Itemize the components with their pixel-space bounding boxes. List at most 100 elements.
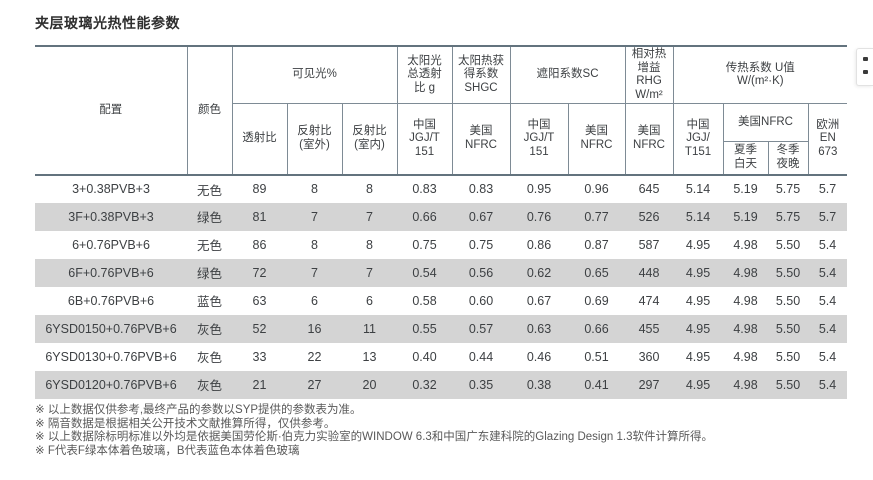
cell-color: 蓝色 [196,295,222,310]
cell-rhg_us: 526 [638,209,660,224]
table-body: 3+0.38PVB+3 无色 89 8 8 0.83 0.83 0.95 0.96 645 5.14… [35,173,848,399]
cell-config: 3+0.38PVB+3 [35,173,187,203]
cell-sc_cn: 0.46 [526,349,552,364]
cell-u_eu: 5.4 [818,265,837,280]
footnote: ※ 以上数据除标明标准以外均是依据美国劳伦斯·伯克力实验室的WINDOW 6.3… [35,431,713,443]
cell-rhg_us: 455 [638,321,660,336]
cell-g_cn: 0.40 [412,349,437,364]
cell-g_cn: 0.58 [412,293,437,308]
cell-u_winter: 5.50 [775,237,801,252]
cell-shgc_us: 0.35 [468,377,494,392]
cell-r_in: 6 [366,293,373,308]
cell-r_in: 8 [342,173,398,203]
performance-table: 配置 颜色 可见光% 太阳光 总透射 比 g 太阳热获 得系数 SHGC 遮阳系… [35,45,848,399]
table-row: 6F+0.76PVB+6 绿色 72 7 7 0.54 0.56 0.62 0.65 448 4.9… [35,258,848,287]
cell-sc_us: 0.41 [584,377,609,392]
cell-color: 灰色 [196,379,222,394]
col-header-winter-night: 冬季 夜晚 [767,141,809,176]
cell-u_winter: 5.75 [775,209,801,224]
col-header-summer-day: 夏季 白天 [722,141,769,176]
cell-shgc_us: 0.67 [468,209,494,224]
cell-u_cn: 4.95 [685,293,711,308]
cell-u_cn: 5.14 [673,173,724,203]
cell-vt: 89 [232,173,287,203]
cell-vt: 63 [252,293,267,308]
cell-sc_us: 0.66 [584,321,609,336]
cell-shgc_us: 0.57 [468,321,494,336]
col-group-solar-g: 太阳光 总透射 比 g [396,45,453,105]
cell-r_in: 8 [366,237,373,252]
cell-r_out: 16 [307,321,322,336]
table-row: 6YSD0120+0.76PVB+6 灰色 21 27 20 0.32 0.35 0.38 0.… [35,370,848,399]
col-header-sc-china-jgj: 中国 JGJ/T 151 [509,103,569,176]
cell-u_summer: 4.98 [733,293,758,308]
cell-u_cn: 4.95 [685,237,711,252]
cell-u_summer: 5.19 [733,209,758,224]
cell-rhg_us: 448 [638,265,660,280]
cell-r_out: 8 [311,237,318,252]
cell-sc_us: 0.77 [584,209,609,224]
cell-rhg_us: 297 [638,377,660,392]
cell-shgc_us: 0.56 [468,265,494,280]
header-season-row: 夏季 白天 冬季 夜晚 [35,141,847,176]
cell-config: 6B+0.76PVB+6 [67,293,155,308]
cell-r_in: 20 [362,377,377,392]
col-group-shgc: 太阳热获 得系数 SHGC [451,45,511,105]
cell-sc_cn: 0.86 [526,237,552,252]
cell-rhg_us: 474 [638,293,660,308]
header-sub-row: 透射比 反射比 (室外) 反射比 (室内) 中国 JGJ/T 151 美国 NF… [35,103,848,176]
cell-sc_us: 0.87 [584,237,609,252]
table-row: 6YSD0130+0.76PVB+6 灰色 33 22 13 0.40 0.44 0.46 0.… [35,342,848,371]
cell-r_out: 7 [311,209,318,224]
table-row: 6B+0.76PVB+6 蓝色 63 6 6 0.58 0.60 0.67 0.69 474 4.9… [35,286,848,315]
cell-color: 灰色 [196,351,222,366]
floating-widget[interactable] [856,48,873,86]
cell-vt: 86 [252,237,267,252]
cell-u_eu: 5.4 [818,237,837,252]
footnotes: ※ 以上数据仅供参考,最终产品的参数以SYP提供的参数表为准。 ※ 隔音数据是根… [35,404,713,458]
cell-g_cn: 0.55 [412,321,437,336]
col-header-transmittance: 透射比 [231,103,288,176]
col-header-u-china-jgj: 中国 JGJ/ T151 [672,103,724,176]
col-header-rhg-us-nfrc: 美国 NFRC [624,103,674,176]
cell-u_winter: 5.50 [775,293,801,308]
cell-sc_cn: 0.67 [526,293,552,308]
cell-u_cn: 4.95 [685,349,711,364]
cell-vt: 52 [252,321,267,336]
col-group-shading-coefficient: 遮阳系数SC [509,45,626,105]
cell-config: 6+0.76PVB+6 [72,237,150,252]
cell-u_summer: 4.98 [733,237,758,252]
cell-u_summer: 4.98 [733,377,758,392]
cell-g_cn: 0.54 [412,265,437,280]
cell-u_winter: 5.50 [775,377,801,392]
table-row: 3+0.38PVB+3 无色 89 8 8 0.83 0.83 0.95 0.96 645 5.14… [35,173,848,203]
col-header-reflectance-interior: 反射比 (室内) [341,103,398,176]
cell-r_in: 11 [363,321,376,336]
col-header-u-us-nfrc: 美国NFRC [722,103,809,143]
cell-u_winter: 5.50 [775,321,801,336]
cell-u_summer: 4.98 [733,321,758,336]
cell-r_out: 7 [311,265,318,280]
cell-sc_cn: 0.76 [526,209,552,224]
col-header-u-europe-en673: 欧洲 EN 673 [807,103,848,176]
cell-vt: 21 [252,377,267,392]
cell-shgc_us: 0.75 [468,237,494,252]
cell-sc_us: 0.69 [584,293,609,308]
cell-r_in: 7 [366,209,373,224]
header-group-row: 配置 颜色 可见光% 太阳光 总透射 比 g 太阳热获 得系数 SHGC 遮阳系… [35,45,848,176]
table-row: 3F+0.38PVB+3 绿色 81 7 7 0.66 0.67 0.76 0.77 526 5.1… [35,202,848,231]
cell-config: 6YSD0150+0.76PVB+6 [45,321,177,336]
cell-sc_cn: 0.63 [526,321,552,336]
cell-u_cn: 4.95 [685,265,711,280]
cell-sc_cn: 0.95 [510,173,569,203]
cell-vt: 72 [252,265,267,280]
footnote: ※ 以上数据仅供参考,最终产品的参数以SYP提供的参数表为准。 [35,404,362,416]
cell-r_out: 8 [287,173,342,203]
cell-r_in: 13 [362,349,377,364]
cell-u_winter: 5.75 [768,173,809,203]
cell-u_eu: 5.7 [818,209,837,224]
cell-sc_cn: 0.38 [526,377,552,392]
cell-u_summer: 4.98 [733,349,758,364]
cell-g_cn: 0.66 [412,209,437,224]
